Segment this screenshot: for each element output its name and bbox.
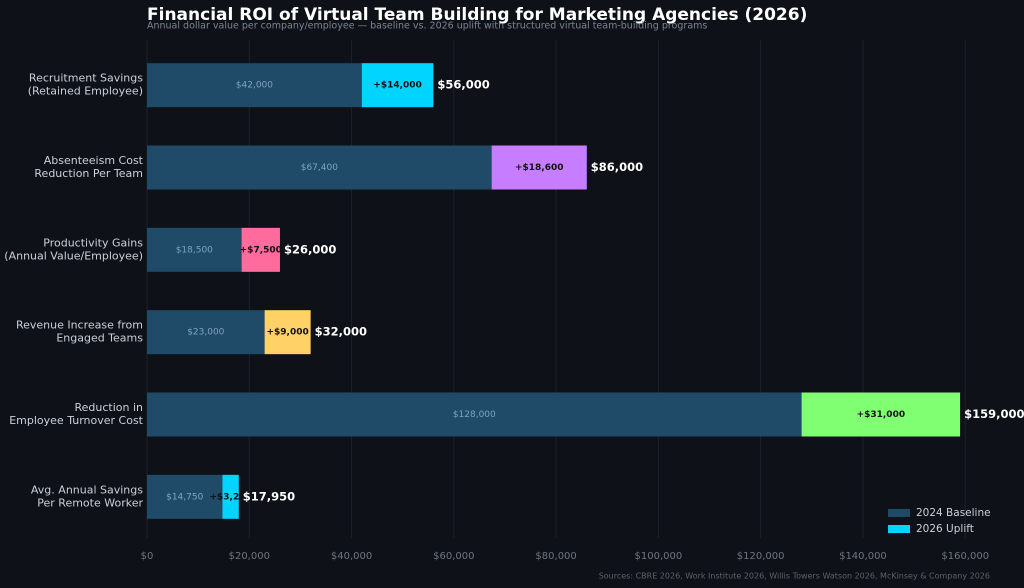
uplift-label: +$18,600 bbox=[515, 163, 564, 173]
y-tick-label-line: Reduction in bbox=[74, 401, 143, 414]
bar-segment bbox=[264, 310, 311, 355]
y-tick-label-line: Productivity Gains bbox=[43, 236, 143, 249]
legend-label: 2024 Baseline bbox=[916, 507, 991, 519]
bar-segment bbox=[491, 145, 587, 190]
y-tick-label-line: Engaged Teams bbox=[56, 332, 143, 345]
y-tick-label: Recruitment Savings (Retained Employee) bbox=[28, 72, 144, 98]
x-tick-label: $120,000 bbox=[737, 551, 785, 562]
total-label: $86,000 bbox=[591, 160, 643, 174]
total-label: $26,000 bbox=[284, 242, 336, 256]
x-tick-label: $160,000 bbox=[941, 551, 989, 562]
x-tick-label: $100,000 bbox=[635, 551, 683, 562]
uplift-label: +$14,000 bbox=[373, 81, 422, 91]
baseline-label: $42,000 bbox=[236, 81, 273, 91]
total-label: $159,000 bbox=[964, 407, 1024, 421]
bar-segment bbox=[241, 227, 280, 272]
y-tick-label-line: (Annual Value/Employee) bbox=[4, 249, 143, 262]
legend-label: 2026 Uplift bbox=[916, 523, 974, 535]
total-label: $32,000 bbox=[315, 325, 367, 339]
y-tick-label-line: Revenue Increase from bbox=[16, 319, 143, 332]
bar-segment bbox=[147, 63, 362, 108]
bar-segment bbox=[147, 145, 492, 190]
bar-segment bbox=[147, 310, 265, 355]
baseline-label: $67,400 bbox=[301, 163, 338, 173]
y-tick-label-line: Per Remote Worker bbox=[37, 496, 143, 509]
y-tick-label-line: Employee Turnover Cost bbox=[9, 414, 143, 427]
legend-swatch bbox=[888, 509, 910, 517]
y-tick-label: Productivity Gains (Annual Value/Employee… bbox=[4, 236, 143, 262]
baseline-label: $18,500 bbox=[176, 245, 213, 255]
baseline-label: $14,750 bbox=[166, 492, 203, 502]
uplift-label: +$3,200 bbox=[209, 492, 251, 502]
bar-segment bbox=[147, 474, 223, 519]
y-tick-label: Reduction in Employee Turnover Cost bbox=[9, 401, 143, 427]
x-tick-label: $40,000 bbox=[331, 551, 372, 562]
x-tick-label: $140,000 bbox=[839, 551, 887, 562]
chart-subtitle: Annual dollar value per company/employee… bbox=[147, 21, 707, 32]
x-tick-label: $60,000 bbox=[433, 551, 474, 562]
y-tick-label-line: Absenteeism Cost bbox=[44, 154, 144, 167]
bar-segment bbox=[147, 392, 802, 437]
uplift-label: +$31,000 bbox=[857, 410, 906, 420]
baseline-label: $128,000 bbox=[453, 410, 496, 420]
bar-segment bbox=[361, 63, 434, 108]
y-tick-label-line: (Retained Employee) bbox=[28, 85, 143, 98]
legend-swatch bbox=[888, 525, 910, 533]
y-tick-label-line: Recruitment Savings bbox=[29, 72, 143, 85]
bar-segment bbox=[801, 392, 961, 437]
x-tick-label: $0 bbox=[141, 551, 154, 562]
y-tick-label: Avg. Annual Savings Per Remote Worker bbox=[31, 483, 144, 509]
y-tick-label: Revenue Increase from Engaged Teams bbox=[16, 319, 143, 345]
y-tick-label: Absenteeism Cost Reduction Per Team bbox=[34, 154, 143, 180]
bar-segment bbox=[147, 227, 242, 272]
y-tick-label-line: Avg. Annual Savings bbox=[31, 483, 143, 496]
x-tick-label: $20,000 bbox=[229, 551, 270, 562]
y-tick-label-line: Reduction Per Team bbox=[34, 167, 143, 180]
source-note: Sources: CBRE 2026, Work Institute 2026,… bbox=[599, 572, 990, 581]
baseline-label: $23,000 bbox=[187, 328, 224, 338]
bar-segment bbox=[222, 474, 239, 519]
total-label: $56,000 bbox=[437, 78, 489, 92]
uplift-label: +$7,500 bbox=[240, 245, 282, 255]
total-label: $17,950 bbox=[243, 489, 295, 503]
x-tick-label: $80,000 bbox=[535, 551, 576, 562]
chart-title: Financial ROI of Virtual Team Building f… bbox=[147, 5, 807, 25]
uplift-label: +$9,000 bbox=[266, 328, 308, 338]
